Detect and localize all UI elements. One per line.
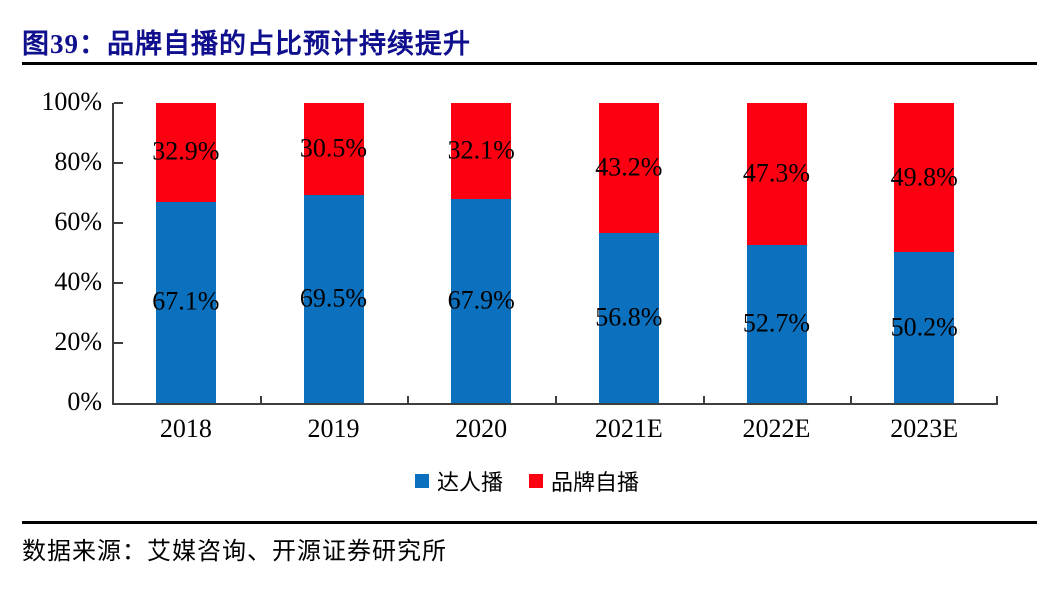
bar-segment-品牌自播 — [894, 103, 955, 253]
y-tick-mark — [114, 102, 123, 104]
y-tick-label: 60% — [54, 206, 102, 236]
data-label-品牌自播: 30.5% — [299, 133, 368, 163]
y-tick-mark — [114, 222, 123, 224]
title-divider — [22, 62, 1037, 65]
bar-segment-品牌自播 — [598, 103, 659, 233]
data-label-达人播: 50.2% — [890, 312, 958, 342]
x-category-label: 2020 — [455, 414, 508, 443]
y-tick-label: 20% — [54, 326, 102, 356]
x-tick-mark — [996, 396, 998, 403]
bar-segment-品牌自播 — [155, 103, 216, 202]
x-category-label: 2018 — [159, 414, 212, 443]
x-tick-mark — [555, 396, 557, 403]
data-label-品牌自播: 32.1% — [447, 135, 515, 165]
x-category-label: 2021E — [594, 414, 663, 443]
legend-item-达人播: 达人播 — [414, 465, 503, 497]
data-label-品牌自播: 49.8% — [890, 162, 958, 192]
data-label-品牌自播: 32.9% — [152, 136, 220, 166]
x-tick-mark — [850, 396, 853, 403]
bar-segment-品牌自播 — [451, 103, 512, 200]
y-tick-mark — [114, 282, 123, 284]
legend-label: 品牌自播 — [551, 470, 640, 495]
y-tick-label: 80% — [54, 146, 102, 176]
y-tick-mark — [114, 162, 123, 164]
legend-item-品牌自播: 品牌自播 — [529, 465, 639, 497]
chart-legend: 达人播 品牌自播 — [84, 465, 970, 497]
x-tick-mark — [259, 396, 262, 403]
y-axis-line — [112, 103, 114, 405]
y-tick-mark — [114, 342, 123, 344]
bar-segment-达人播 — [303, 194, 364, 403]
bar-segment-达人播 — [598, 232, 659, 403]
data-source-note: 数据来源：艾媒咨询、开源证券研究所 — [22, 539, 447, 565]
data-label-品牌自播: 47.3% — [742, 158, 811, 188]
x-tick-mark — [407, 396, 410, 403]
y-tick-label: 0% — [67, 386, 102, 416]
x-axis-line — [112, 403, 998, 405]
bar-segment-达人播 — [894, 252, 955, 403]
data-label-达人播: 67.9% — [447, 285, 515, 315]
data-label-品牌自播: 43.2% — [595, 152, 663, 182]
x-category-label: 2022E — [742, 414, 811, 443]
legend-swatch-icon — [414, 474, 429, 488]
bar-segment-达人播 — [451, 199, 512, 403]
legend-label: 达人播 — [436, 470, 503, 495]
data-label-达人播: 67.1% — [152, 286, 220, 316]
y-tick-label: 40% — [54, 266, 102, 296]
x-tick-mark — [702, 396, 705, 403]
figure-title: 图39：品牌自播的占比预计持续提升 — [22, 29, 471, 59]
bar-segment-达人播 — [746, 244, 807, 403]
legend-swatch-icon — [529, 474, 543, 488]
x-category-label: 2023E — [890, 414, 959, 443]
x-category-label: 2019 — [307, 414, 360, 443]
footer-divider — [22, 521, 1037, 524]
data-label-达人播: 52.7% — [742, 308, 811, 338]
data-label-达人播: 56.8% — [595, 302, 663, 332]
bar-segment-品牌自播 — [303, 103, 364, 195]
x-tick-mark — [112, 396, 114, 403]
data-label-达人播: 69.5% — [299, 283, 368, 313]
bar-segment-品牌自播 — [746, 103, 807, 245]
y-tick-label: 100% — [41, 86, 102, 116]
bar-segment-达人播 — [155, 201, 216, 403]
